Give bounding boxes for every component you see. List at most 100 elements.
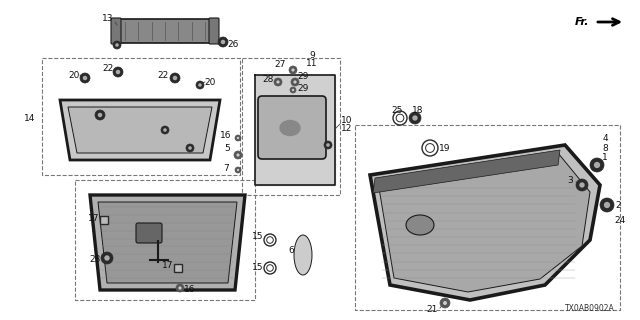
Text: 20: 20 — [68, 70, 80, 79]
Text: 13: 13 — [102, 13, 114, 22]
Text: 21: 21 — [426, 306, 438, 315]
Text: 11: 11 — [307, 59, 317, 68]
Circle shape — [324, 141, 332, 149]
Bar — [174, 264, 182, 272]
Polygon shape — [98, 202, 237, 283]
Polygon shape — [255, 75, 335, 185]
Text: 22: 22 — [157, 70, 168, 79]
Circle shape — [235, 135, 241, 141]
Polygon shape — [370, 145, 600, 300]
Circle shape — [276, 80, 280, 84]
Circle shape — [274, 78, 282, 86]
Circle shape — [291, 68, 294, 72]
Text: 4: 4 — [602, 133, 608, 142]
Polygon shape — [68, 107, 212, 153]
Circle shape — [161, 126, 169, 134]
Circle shape — [198, 83, 202, 87]
Polygon shape — [373, 150, 560, 193]
Text: 17: 17 — [163, 261, 173, 270]
FancyBboxPatch shape — [209, 18, 219, 44]
Text: 9: 9 — [309, 51, 315, 60]
FancyBboxPatch shape — [114, 19, 216, 43]
Circle shape — [235, 167, 241, 173]
Circle shape — [115, 43, 119, 47]
Text: 8: 8 — [602, 143, 608, 153]
Text: 16: 16 — [184, 285, 196, 294]
Circle shape — [186, 144, 194, 152]
Circle shape — [221, 40, 225, 44]
Text: 15: 15 — [252, 262, 264, 271]
Polygon shape — [378, 153, 590, 292]
Circle shape — [440, 298, 450, 308]
Text: 10: 10 — [341, 116, 353, 124]
Text: TX0AB0902A: TX0AB0902A — [565, 304, 615, 313]
Circle shape — [443, 301, 447, 305]
Circle shape — [218, 37, 228, 47]
Circle shape — [98, 113, 102, 117]
Text: 23: 23 — [90, 255, 100, 265]
Bar — [100, 216, 108, 224]
Circle shape — [176, 284, 184, 292]
Circle shape — [170, 73, 180, 83]
Text: 26: 26 — [227, 39, 239, 49]
Text: 29: 29 — [298, 71, 308, 81]
Circle shape — [116, 70, 120, 74]
Circle shape — [113, 67, 123, 77]
Ellipse shape — [280, 121, 300, 135]
Circle shape — [604, 202, 610, 208]
Circle shape — [326, 143, 330, 147]
Text: 27: 27 — [275, 60, 285, 68]
Circle shape — [292, 89, 294, 91]
Circle shape — [83, 76, 87, 80]
Text: 3: 3 — [567, 175, 573, 185]
Text: 24: 24 — [614, 215, 626, 225]
Circle shape — [234, 151, 242, 159]
Circle shape — [173, 76, 177, 80]
Circle shape — [590, 158, 604, 172]
FancyBboxPatch shape — [136, 223, 162, 243]
Text: 16: 16 — [220, 131, 232, 140]
Text: Fr.: Fr. — [575, 17, 589, 27]
Circle shape — [237, 137, 239, 139]
Circle shape — [289, 66, 297, 74]
Ellipse shape — [294, 235, 312, 275]
Text: 29: 29 — [298, 84, 308, 92]
Text: 15: 15 — [252, 231, 264, 241]
Circle shape — [179, 286, 182, 290]
Text: 6: 6 — [288, 245, 294, 254]
Polygon shape — [60, 100, 220, 160]
Circle shape — [236, 153, 239, 156]
Circle shape — [188, 146, 192, 150]
Text: 1: 1 — [602, 153, 608, 162]
Text: 19: 19 — [439, 143, 451, 153]
Circle shape — [412, 115, 418, 121]
Text: 22: 22 — [102, 63, 114, 73]
Text: 14: 14 — [24, 114, 36, 123]
FancyBboxPatch shape — [258, 96, 326, 159]
Circle shape — [113, 41, 121, 49]
Text: 12: 12 — [341, 124, 353, 132]
Circle shape — [237, 169, 239, 171]
Circle shape — [600, 198, 614, 212]
Circle shape — [579, 182, 585, 188]
Circle shape — [95, 110, 105, 120]
Circle shape — [80, 73, 90, 83]
Circle shape — [594, 162, 600, 168]
Text: 28: 28 — [262, 75, 274, 84]
Circle shape — [104, 255, 109, 261]
Circle shape — [290, 87, 296, 93]
Circle shape — [576, 179, 588, 191]
Circle shape — [196, 81, 204, 89]
Text: 17: 17 — [88, 213, 100, 222]
FancyBboxPatch shape — [111, 18, 121, 44]
Text: 7: 7 — [223, 164, 229, 172]
Circle shape — [101, 252, 113, 264]
Circle shape — [409, 112, 421, 124]
Circle shape — [293, 80, 296, 84]
Polygon shape — [90, 195, 245, 290]
Text: 5: 5 — [224, 143, 230, 153]
Text: 18: 18 — [412, 106, 424, 115]
Text: 20: 20 — [204, 77, 216, 86]
Circle shape — [291, 78, 299, 86]
Text: 25: 25 — [391, 106, 403, 115]
